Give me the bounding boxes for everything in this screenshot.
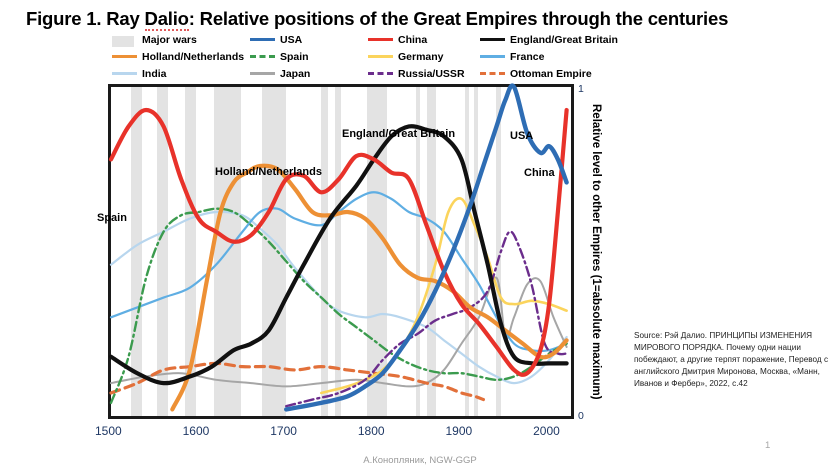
legend-item: Russia/USSR — [368, 68, 480, 80]
major-wars-bands — [111, 87, 571, 416]
source-note: Source: Рэй Далио. ПРИНЦИПЫ ИЗМЕНЕНИЯ МИ… — [634, 331, 829, 388]
x-axis-tick-label: 1900 — [445, 424, 473, 438]
legend-item: England/Great Britain — [480, 34, 650, 46]
legend-item-label: USA — [280, 33, 303, 46]
series-line — [109, 361, 485, 402]
chart-annotation-label: Spain — [97, 212, 127, 224]
legend-swatch-icon — [112, 68, 137, 79]
legend-swatch-icon — [112, 51, 137, 62]
title-before: Figure 1. Ray — [26, 8, 145, 29]
y-tick-bottom: 0 — [578, 410, 584, 422]
legend-item-label: England/Great Britain — [510, 33, 618, 46]
war-band — [335, 87, 342, 416]
series-line — [284, 83, 569, 412]
legend-swatch-icon — [480, 34, 505, 45]
war-band — [473, 87, 478, 416]
legend-item: Japan — [250, 68, 368, 80]
legend-item-label: Ottoman Empire — [510, 67, 592, 80]
legend-item: India — [112, 68, 250, 80]
legend-swatch-icon — [250, 68, 275, 79]
legend-swatch-icon — [368, 68, 393, 79]
legend-item: France — [480, 51, 650, 63]
legend-item-label: Holland/Netherlands — [142, 50, 245, 63]
legend-swatch-icon — [112, 34, 137, 47]
legend-item-label: France — [510, 50, 545, 63]
y-axis-label: Relative level to other Empires (1=absol… — [590, 103, 602, 400]
war-band — [321, 87, 329, 416]
legend-item: Ottoman Empire — [480, 68, 650, 80]
legend-item: Germany — [368, 51, 480, 63]
series-line — [108, 124, 569, 386]
legend-item-label: Germany — [398, 50, 444, 63]
legend-swatch-icon — [368, 51, 393, 62]
x-axis-tick-label: 1600 — [182, 424, 210, 438]
x-axis-tick-label: 1500 — [95, 424, 122, 438]
y-tick-top: 1 — [578, 83, 584, 95]
legend-swatch-icon — [368, 34, 393, 45]
page-title: Figure 1. Ray Dalio: Relative positions … — [26, 8, 826, 31]
chart-annotation-label: England/Great Britain — [342, 128, 456, 140]
x-axis-tick-label: 1700 — [270, 424, 297, 438]
series-line — [109, 207, 568, 405]
war-band — [185, 87, 196, 416]
title-misspelled-word: Dalio — [144, 8, 189, 31]
legend-item-label: China — [398, 33, 428, 46]
war-band — [495, 87, 501, 416]
x-axis-tick-label: 2000 — [533, 424, 560, 438]
chart-plot-area — [108, 83, 574, 419]
legend-item-label: Japan — [280, 67, 311, 80]
series-line — [170, 163, 569, 412]
legend-swatch-icon — [250, 34, 275, 45]
x-axis-tick-label: 1800 — [357, 424, 385, 438]
legend-item-label: Spain — [280, 50, 309, 63]
legend-swatch-icon — [480, 68, 505, 79]
war-band — [366, 87, 387, 416]
legend-item-label: Major wars — [142, 33, 197, 46]
page-number: 1 — [765, 440, 771, 451]
legend-item: Major wars — [112, 33, 250, 47]
legend-item-label: Russia/USSR — [398, 67, 465, 80]
chart-annotation-label: USA — [510, 130, 534, 142]
war-band — [131, 87, 142, 416]
war-band — [157, 87, 168, 416]
chart-annotation-label: China — [524, 167, 555, 179]
title-after: : Relative positions of the Great Empire… — [188, 8, 729, 29]
series-line — [319, 197, 568, 395]
legend-item: Holland/Netherlands — [112, 51, 250, 63]
footer-attribution: А.Конопляник, NGW-GGP — [363, 455, 477, 466]
legend-item: China — [368, 34, 480, 46]
legend-item-label: India — [142, 67, 167, 80]
series-line — [109, 210, 568, 385]
chart-annotation-label: Holland/Netherlands — [215, 166, 322, 178]
series-line — [108, 107, 569, 377]
legend-swatch-icon — [480, 51, 505, 62]
legend-item: USA — [250, 34, 368, 46]
series-line — [285, 230, 568, 408]
war-band — [415, 87, 420, 416]
chart-series-svg — [108, 83, 569, 412]
war-band — [464, 87, 469, 416]
legend-item: Spain — [250, 51, 368, 63]
chart-legend: Major wars USA China England/Great Britain H… — [112, 31, 618, 81]
war-band — [427, 87, 437, 416]
legend-swatch-icon — [250, 51, 275, 62]
